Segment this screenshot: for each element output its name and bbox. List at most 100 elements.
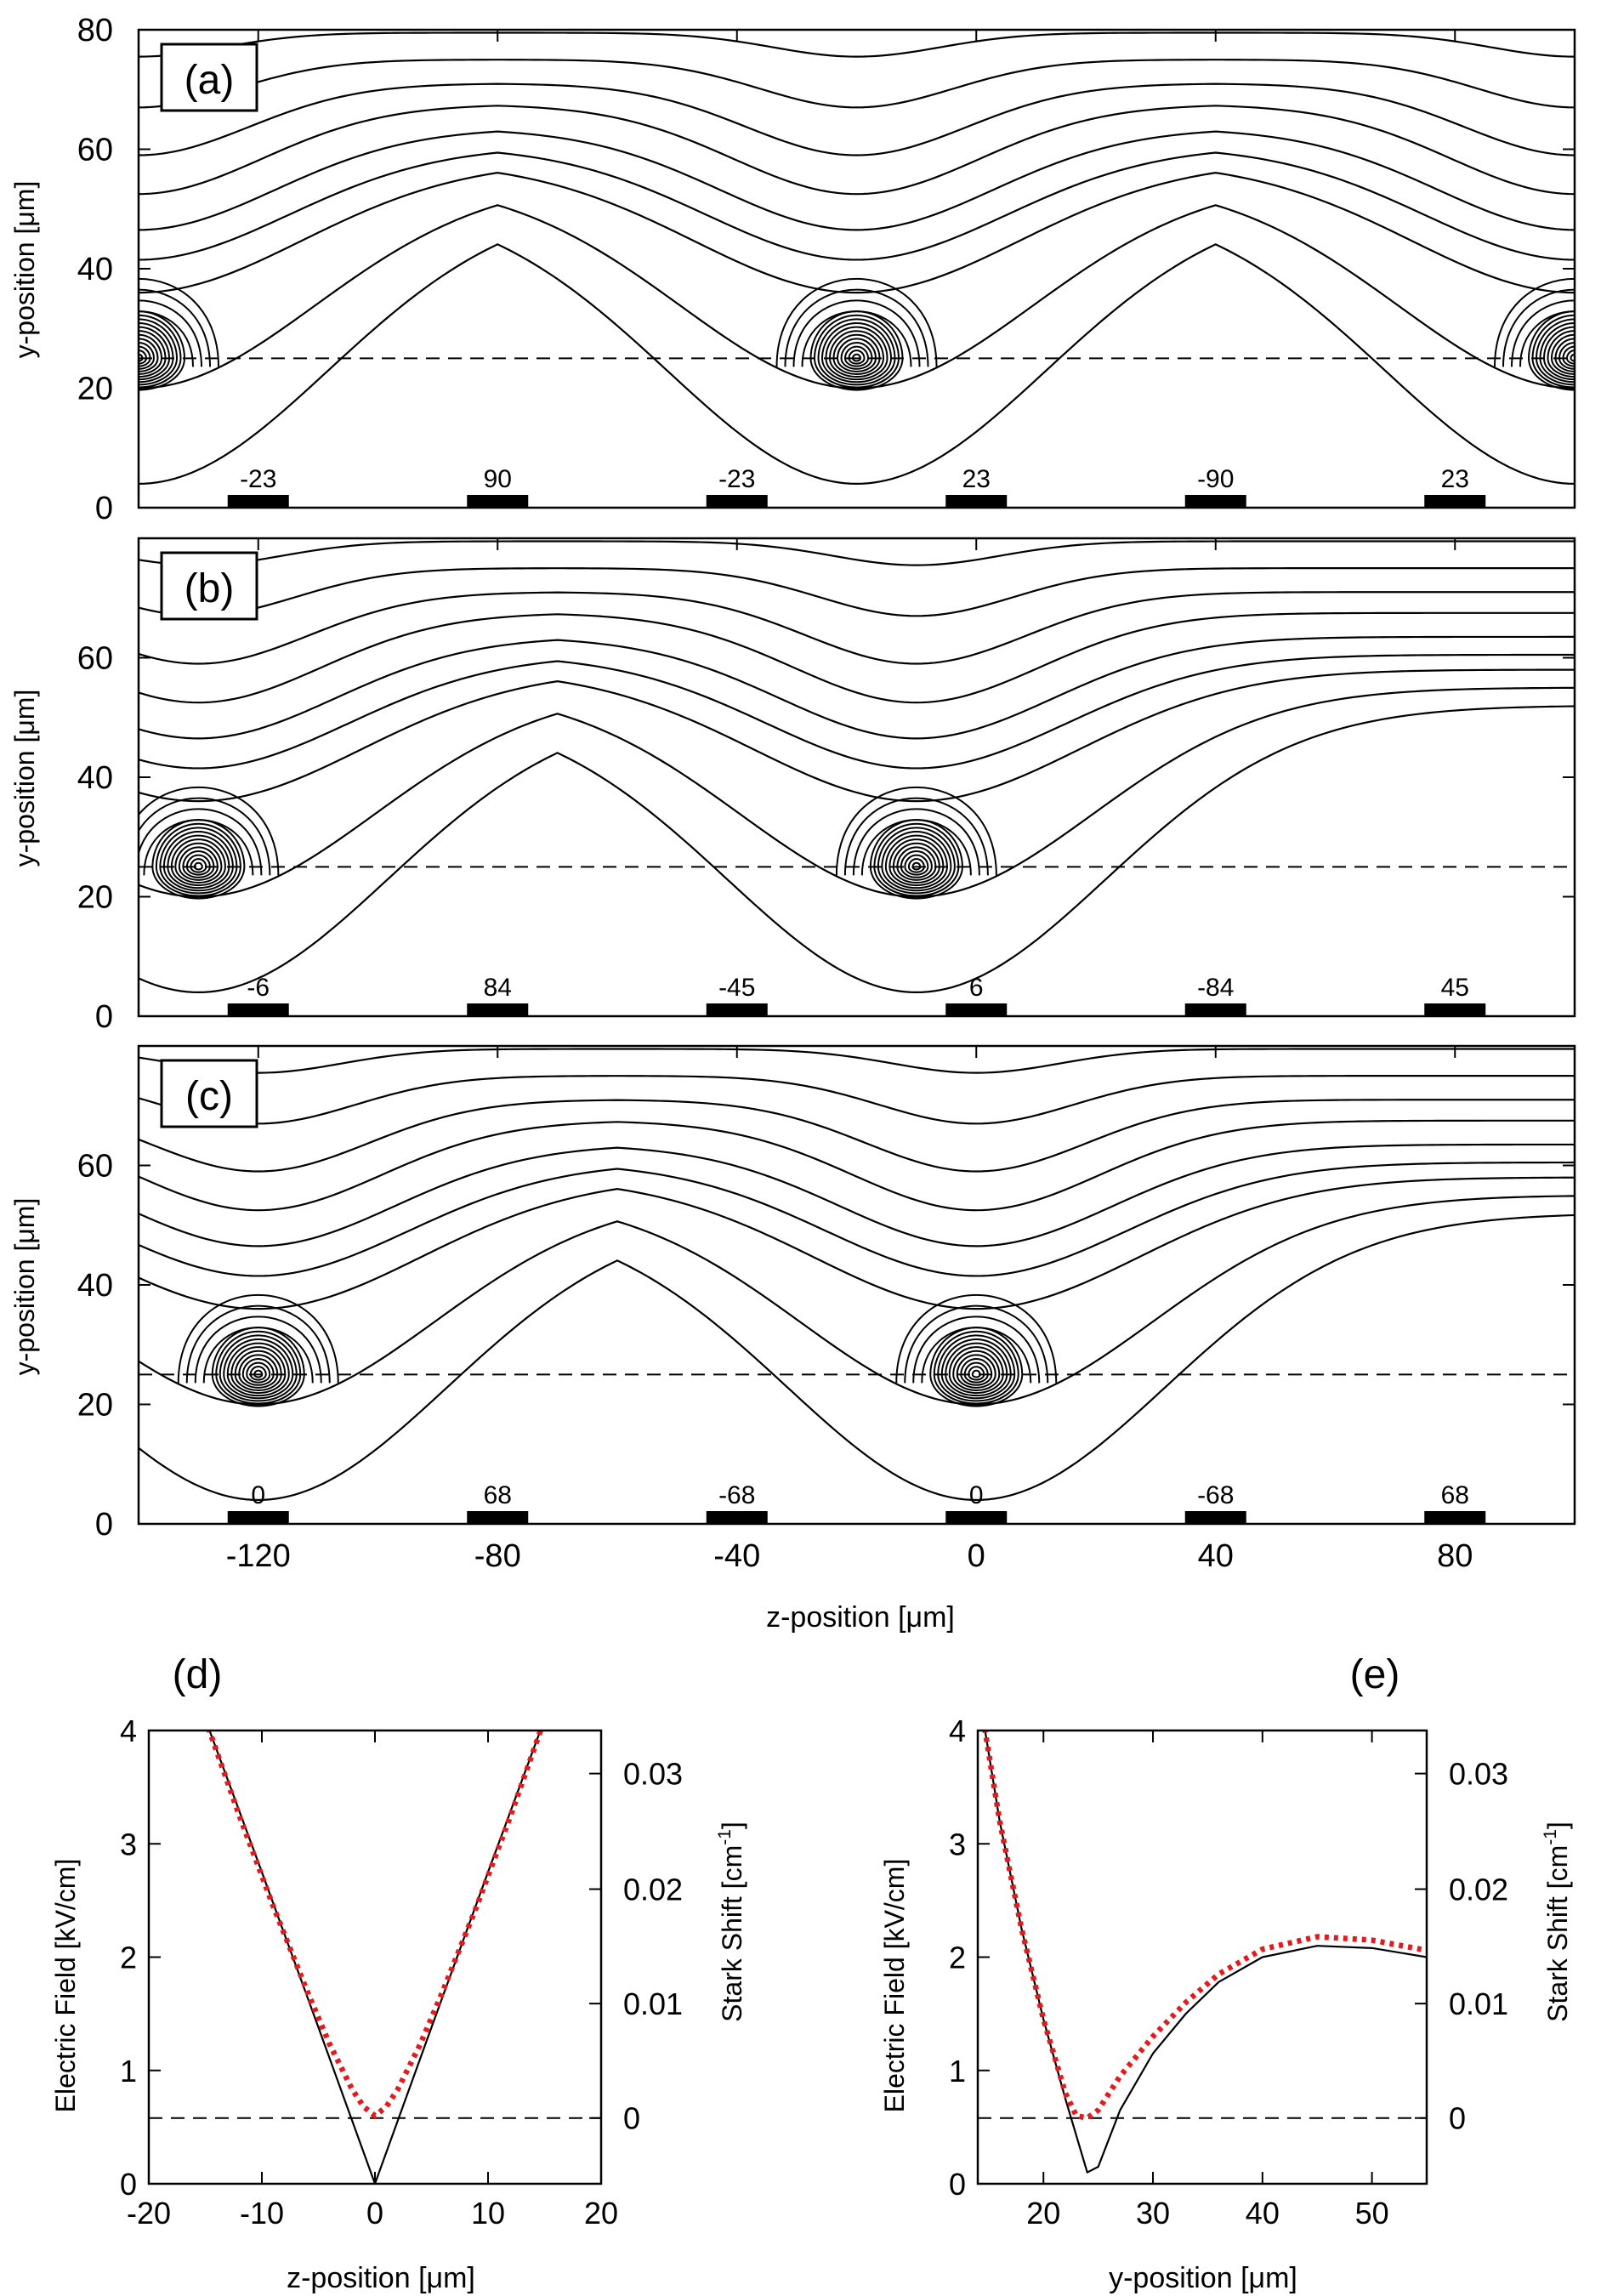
x-tick-label: 20 xyxy=(584,2196,618,2231)
y-tick-label: 4 xyxy=(949,1713,966,1748)
x-tick-label: 20 xyxy=(1026,2196,1060,2231)
plot-frame xyxy=(976,1729,1428,2185)
panel-label-a: (a) xyxy=(185,58,235,103)
electrode-voltage-label: 84 xyxy=(484,974,512,1002)
trap-outer-contour xyxy=(139,277,219,367)
y2-tick-label: 0 xyxy=(623,2101,640,2136)
contour-line xyxy=(139,686,1575,898)
y-axis-label-a: y-position [μm] xyxy=(9,181,40,359)
y-tick-label: 40 xyxy=(77,1268,113,1304)
trap-outer-contour xyxy=(1494,277,1575,367)
panel-label-box-b xyxy=(160,551,258,621)
contour-line xyxy=(139,668,1575,803)
panel-label-c: (c) xyxy=(185,1074,233,1119)
y2-axis-label-d-end: ] xyxy=(717,1821,747,1829)
y-tick-label: 2 xyxy=(949,1941,966,1975)
potential-contours-a xyxy=(139,31,1575,486)
electrode-voltage-label: -6 xyxy=(247,974,270,1002)
trap-outer-contour xyxy=(860,819,972,876)
trap-outer-contour xyxy=(895,1293,1058,1384)
trap-contour xyxy=(193,861,203,871)
trap-outer-contour xyxy=(139,808,263,876)
trap-contour xyxy=(139,342,156,370)
trap-contour xyxy=(851,353,862,362)
y2-tick-label: 0.03 xyxy=(1449,1757,1508,1792)
panel-label-box-c xyxy=(160,1059,258,1128)
y-tick-label: 0 xyxy=(95,999,113,1035)
y2-axis-label-e-text: Stark Shift [cm xyxy=(1542,1845,1573,2022)
trap-contour xyxy=(904,854,929,876)
contour-panel-a: -23 90 -23 23 -90 23 0 20 40 60 80 (a) y-position… xyxy=(9,13,1576,526)
contour-line xyxy=(139,1213,1575,1502)
trap-contour xyxy=(843,345,870,367)
electrodes-a: -23 90 -23 23 -90 23 xyxy=(227,465,1486,508)
trap-outer-contour xyxy=(921,1327,1032,1384)
contour-line xyxy=(139,243,1575,486)
y-tick-label: 1 xyxy=(120,2054,137,2089)
y-tick-label: 60 xyxy=(77,133,113,168)
trap-contour xyxy=(881,831,952,892)
y2-axis-label-e-sup: -1 xyxy=(1541,1829,1560,1845)
trap-contour xyxy=(223,1338,294,1400)
trap-outer-contour xyxy=(139,299,202,367)
trap-contour xyxy=(1558,342,1575,370)
electrode-voltage-label: -68 xyxy=(1197,1481,1234,1509)
electrode-voltage-label: 68 xyxy=(484,1481,512,1509)
series-e xyxy=(982,1731,1427,2174)
trap-outer-contour xyxy=(835,786,997,876)
contour-line xyxy=(139,591,1575,665)
contour-line xyxy=(139,653,1575,770)
trap-contour xyxy=(151,819,246,900)
y-tick-label: 80 xyxy=(77,13,113,48)
contour-line xyxy=(139,172,1575,294)
trap-contour xyxy=(230,1346,287,1395)
trap-contour xyxy=(1542,326,1575,381)
electrode-voltage-label: 6 xyxy=(969,974,984,1002)
trap-outer-contour xyxy=(1511,299,1575,367)
x-tick-label: 40 xyxy=(1198,1538,1234,1574)
trap-contour xyxy=(1547,330,1575,378)
y2-tick-label: 0 xyxy=(1449,2101,1466,2136)
trap-outer-contour xyxy=(1502,288,1575,367)
electrode-voltage-label: 23 xyxy=(1441,465,1469,493)
electrode-voltage-label: 45 xyxy=(1441,974,1469,1002)
x-tick-label: 0 xyxy=(366,2196,383,2231)
trap-contour xyxy=(1550,333,1575,375)
y-tick-label: 40 xyxy=(77,252,113,287)
x-tick-label: 30 xyxy=(1136,2196,1170,2231)
trap-contour xyxy=(174,842,223,884)
trap-contour xyxy=(1570,353,1575,362)
y2-tick-label: 0.02 xyxy=(1449,1873,1508,1907)
y2-tick-label: 0.01 xyxy=(1449,1986,1508,2021)
y2-tick-label: 0.01 xyxy=(623,1986,683,2021)
y2-tick-label: 0.03 xyxy=(623,1757,683,1792)
trap-contour xyxy=(139,338,159,372)
line-panel-d: (d) 0 1 2 3 4 0 0.01 0.02 0.03 -20 -10 0 10 20 Electr… xyxy=(50,1652,747,2294)
trap-contour xyxy=(937,1334,1016,1402)
trap-outer-contour xyxy=(843,797,989,876)
plot-frame xyxy=(137,28,1576,509)
trap-contour xyxy=(952,1350,1001,1391)
x-tick-label: -10 xyxy=(240,2196,284,2231)
x-tick-label: 80 xyxy=(1437,1538,1473,1574)
trap-contour xyxy=(1554,338,1575,372)
trap-outer-contour xyxy=(202,1327,314,1384)
contour-line xyxy=(139,59,1575,109)
contour-line xyxy=(139,567,1575,617)
electrode-voltage-label: -23 xyxy=(718,465,755,493)
trap-outer-contour xyxy=(852,808,980,876)
trap-contour xyxy=(249,1366,267,1381)
trap-contour xyxy=(848,350,866,365)
y-axis-label-e: Electric Field [kV/cm] xyxy=(879,1859,910,2113)
contour-line xyxy=(139,705,1575,994)
plot-frame xyxy=(147,1729,603,2185)
y-tick-label: 0 xyxy=(120,2167,137,2202)
stark-shift-series-line xyxy=(206,1731,544,2119)
trap-outer-contour xyxy=(139,786,280,876)
trap-contour xyxy=(820,322,893,384)
x-tick-label: 10 xyxy=(471,2196,505,2231)
contour-line xyxy=(139,204,1575,389)
y-tick-label: 20 xyxy=(77,1388,113,1424)
trap-outer-contour xyxy=(912,1316,1041,1384)
panel-label-b: (b) xyxy=(185,566,235,611)
